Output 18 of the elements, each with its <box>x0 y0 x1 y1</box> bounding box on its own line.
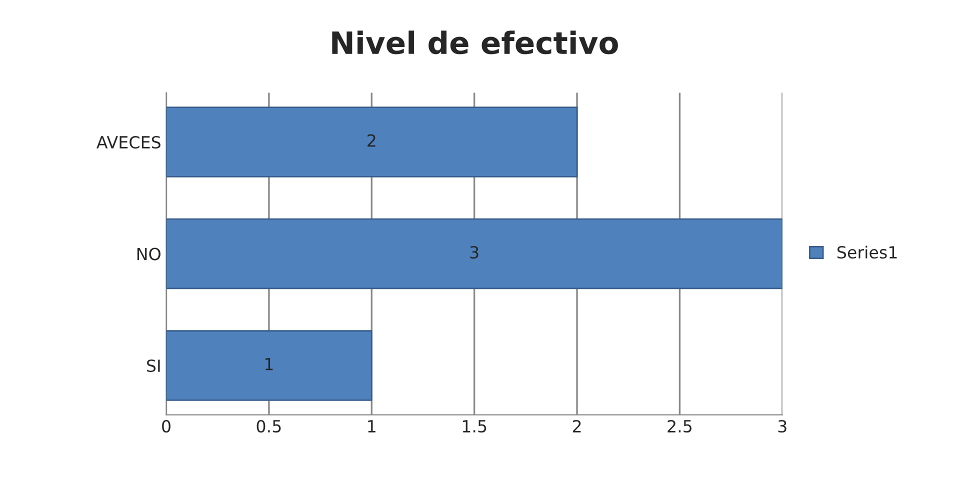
y-tick-label: SI <box>147 359 160 372</box>
x-tick-label: 1.5 <box>462 420 486 433</box>
bar <box>166 106 578 178</box>
x-tick-label: 0 <box>162 420 170 433</box>
y-tick-label: AVECES <box>96 136 160 149</box>
x-tick-label: 2.5 <box>668 420 692 433</box>
x-tick-label: 3 <box>778 420 786 433</box>
data-label: 2 <box>368 134 376 147</box>
data-label: 3 <box>470 246 478 259</box>
bar <box>166 218 782 290</box>
bar <box>166 330 372 401</box>
y-tick-label: NO <box>137 248 160 260</box>
legend-label: Series1 <box>837 246 897 259</box>
data-label: 1 <box>265 358 273 370</box>
x-tick-label: 2 <box>572 420 581 432</box>
x-tick-label: 0.5 <box>256 420 281 433</box>
x-tick-label: 1 <box>368 420 376 432</box>
chart-title: Nivel de efectivo <box>332 30 618 54</box>
